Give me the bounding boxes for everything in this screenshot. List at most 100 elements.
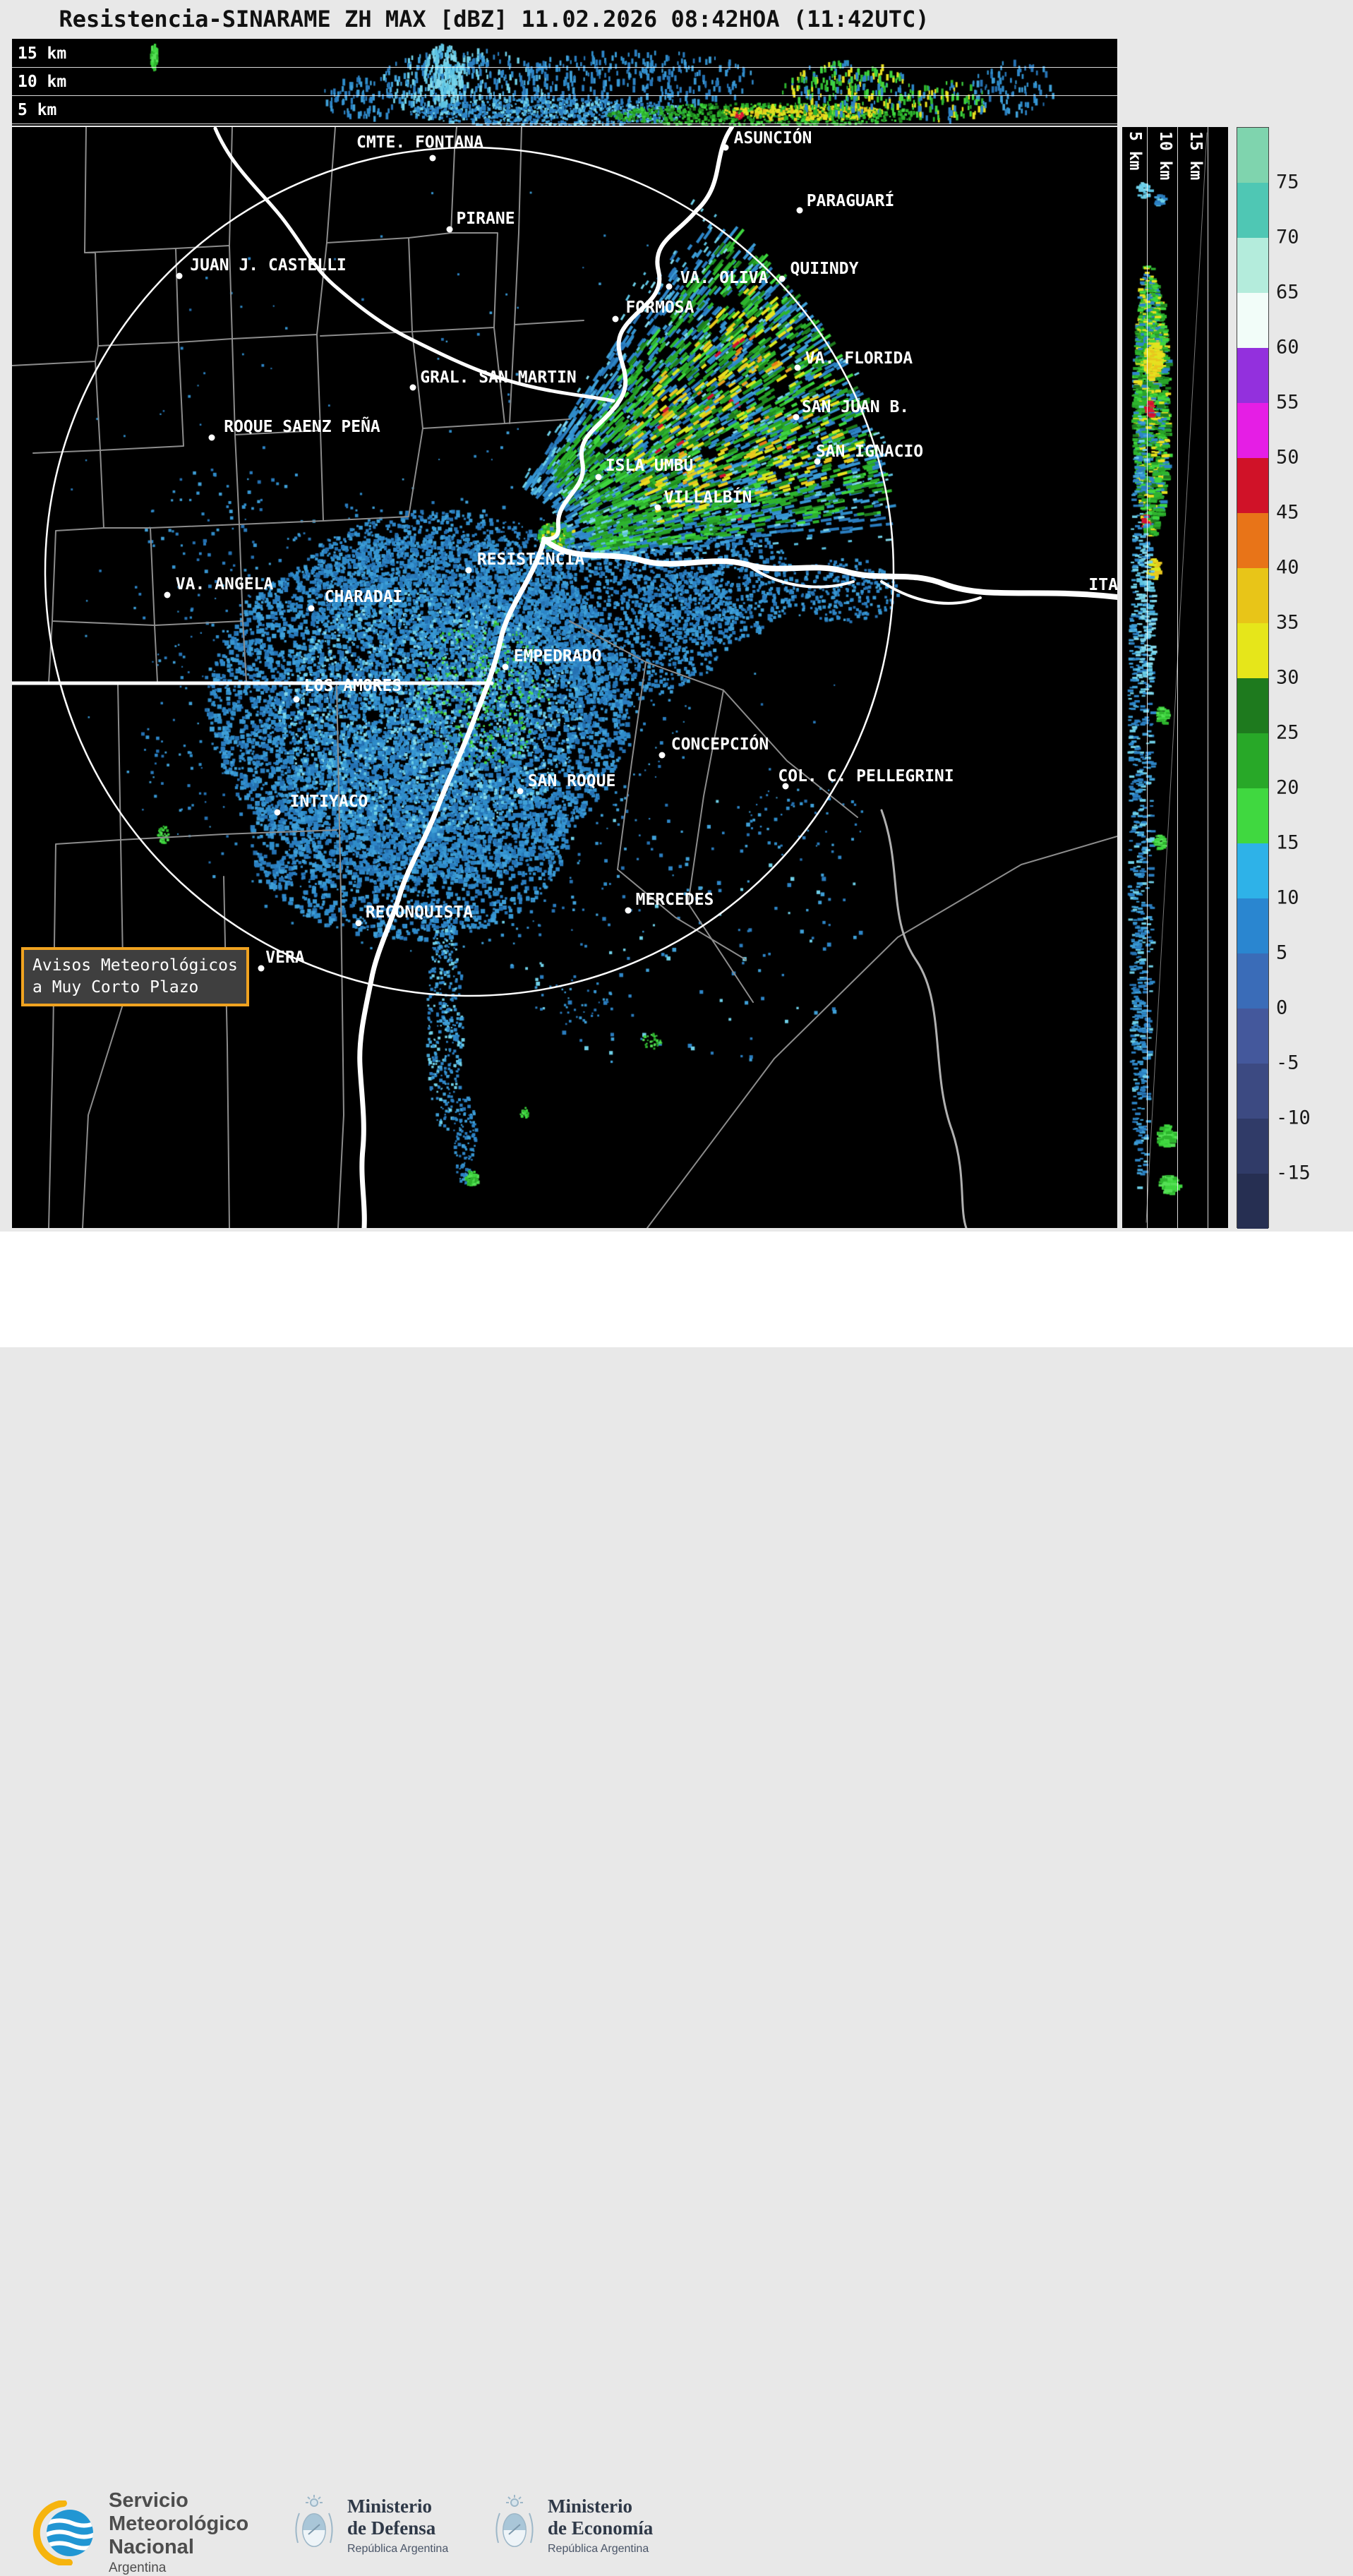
city-marker bbox=[446, 226, 453, 233]
colorbar-segment bbox=[1237, 733, 1268, 788]
colorbar-tick-label: 60 bbox=[1276, 336, 1299, 359]
city-marker bbox=[164, 591, 171, 598]
height-axis-label: 15 km bbox=[18, 44, 67, 63]
colorbar-tick-label: 20 bbox=[1276, 776, 1299, 799]
city-label: INTIYACO bbox=[289, 793, 368, 811]
height-gridline bbox=[12, 95, 1117, 96]
city-label: ISLA UMBÚ bbox=[605, 457, 694, 475]
city-marker bbox=[654, 504, 661, 511]
city-marker bbox=[595, 474, 602, 481]
smn-name-line3: Nacional bbox=[109, 2536, 194, 2558]
defensa-line1: Ministerio bbox=[347, 2495, 432, 2517]
city-marker bbox=[502, 663, 509, 670]
colorbar-tick-label: 40 bbox=[1276, 556, 1299, 579]
smn-country-label: Argentina bbox=[109, 2560, 167, 2575]
city-marker bbox=[258, 965, 265, 972]
city-label: FORMOSA bbox=[625, 299, 694, 317]
top-cross-section-panel: 15 km 10 km 5 km bbox=[12, 39, 1117, 126]
colorbar-segment bbox=[1237, 1009, 1268, 1064]
river-major bbox=[542, 127, 734, 541]
admin-border-line bbox=[647, 836, 1117, 1228]
city-marker bbox=[176, 272, 183, 279]
colorbar-tick-label: -5 bbox=[1276, 1052, 1299, 1074]
city-marker bbox=[793, 414, 800, 421]
city-marker bbox=[814, 458, 821, 465]
colorbar-segment bbox=[1237, 183, 1268, 238]
admin-border-line bbox=[234, 430, 324, 525]
warnings-box[interactable]: Avisos Meteorológicos a Muy Corto Plazo bbox=[21, 947, 249, 1006]
city-label: LOS AMORES bbox=[303, 677, 402, 695]
warnings-box-line2: a Muy Corto Plazo bbox=[32, 978, 199, 997]
city-label: MERCEDES bbox=[635, 891, 714, 909]
smn-name-line2: Meteorológico bbox=[109, 2512, 249, 2535]
admin-border-line bbox=[84, 127, 87, 253]
city-label: VILLALBÍN bbox=[663, 488, 752, 507]
colorbar-tick-label: 35 bbox=[1276, 611, 1299, 634]
city-label: SAN IGNACIO bbox=[815, 443, 924, 461]
admin-border-line bbox=[687, 690, 724, 904]
colorbar-tick-label: 25 bbox=[1276, 721, 1299, 744]
city-label: VA. ANGELA bbox=[175, 575, 274, 594]
colorbar-segment bbox=[1237, 623, 1268, 678]
colorbar-segment bbox=[1237, 348, 1268, 403]
admin-border-line bbox=[411, 232, 498, 332]
city-label: CONCEPCIÓN bbox=[671, 735, 769, 754]
dbz-colorbar bbox=[1237, 127, 1269, 1229]
admin-border-line bbox=[82, 839, 124, 1228]
city-label: VA. FLORIDA bbox=[805, 349, 913, 368]
city-marker bbox=[794, 364, 801, 371]
colorbar-tick-label: 5 bbox=[1276, 941, 1288, 964]
height-gridline bbox=[1147, 127, 1148, 1228]
admin-border-line bbox=[229, 127, 233, 246]
city-label: RECONQUISTA bbox=[365, 903, 474, 922]
admin-border-line bbox=[316, 127, 336, 335]
coat-of-arms-icon bbox=[295, 2495, 333, 2547]
admin-border-line bbox=[223, 876, 230, 1228]
geography-overlay bbox=[12, 127, 1117, 1228]
admin-border-line bbox=[120, 829, 337, 841]
admin-border-line bbox=[723, 690, 858, 818]
smn-name-line1: Servicio bbox=[109, 2489, 188, 2512]
radar-echo-canvas bbox=[12, 127, 1117, 1228]
colorbar-tick-label: 70 bbox=[1276, 226, 1299, 248]
colorbar-segment bbox=[1237, 953, 1268, 1009]
smn-logo bbox=[32, 2500, 93, 2565]
colorbar-segment bbox=[1237, 403, 1268, 458]
city-marker bbox=[612, 315, 619, 323]
city-marker bbox=[308, 605, 315, 612]
city-label: VA. OLIVA bbox=[680, 269, 769, 287]
colorbar-segment bbox=[1237, 898, 1268, 953]
admin-border-line bbox=[84, 248, 179, 347]
height-axis-label: 15 km bbox=[1186, 131, 1205, 181]
colorbar-segment bbox=[1237, 458, 1268, 513]
admin-border-line bbox=[617, 869, 747, 961]
height-axis-label: 5 km bbox=[18, 101, 57, 119]
colorbar-segment bbox=[1237, 843, 1268, 898]
city-label: SAN JUAN B. bbox=[801, 398, 910, 416]
colorbar-tick-label: 55 bbox=[1276, 391, 1299, 414]
colorbar-tick-label: -15 bbox=[1276, 1162, 1311, 1184]
colorbar-segment bbox=[1237, 293, 1268, 348]
river-major bbox=[880, 580, 982, 605]
river-major bbox=[213, 127, 615, 403]
city-marker bbox=[722, 144, 729, 151]
height-axis-label: 10 km bbox=[18, 73, 67, 91]
height-axis-label: 5 km bbox=[1126, 131, 1144, 171]
city-label: QUIINDY bbox=[790, 260, 859, 278]
colorbar-segment bbox=[1237, 1174, 1268, 1229]
city-label: SAN ROQUE bbox=[527, 772, 616, 790]
right-cross-section-panel: 5 km 10 km 15 km bbox=[1122, 127, 1228, 1228]
river-major bbox=[541, 536, 1117, 600]
river-minor bbox=[880, 809, 968, 1228]
economia-sub: República Argentina bbox=[548, 2542, 649, 2555]
defensa-line2: de Defensa bbox=[347, 2517, 436, 2539]
admin-border-line bbox=[504, 419, 570, 424]
admin-border-line bbox=[242, 620, 247, 682]
river-major bbox=[357, 536, 547, 1228]
colorbar-tick-label: -10 bbox=[1276, 1107, 1311, 1129]
admin-border-line bbox=[154, 625, 158, 682]
coat-of-arms-icon bbox=[495, 2495, 534, 2547]
radar-map-panel: CMTE. FONTANA ASUNCIÓN PIRANE PARAGUARÍ JUAN… bbox=[12, 127, 1117, 1228]
height-gridline bbox=[1177, 127, 1178, 1228]
right-panel-overlay bbox=[1145, 132, 1208, 1223]
